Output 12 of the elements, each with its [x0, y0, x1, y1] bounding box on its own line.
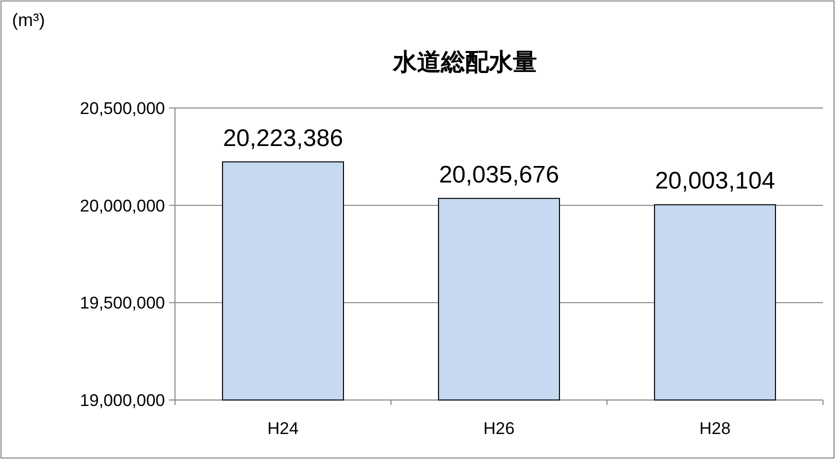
- data-label: 20,003,104: [654, 168, 776, 195]
- y-tick-label: 19,500,000: [80, 294, 165, 313]
- y-tick-label: 19,000,000: [80, 391, 165, 410]
- x-tick-label: H24: [267, 419, 299, 438]
- x-tick-label: H28: [699, 419, 731, 438]
- y-tick-label: 20,000,000: [80, 196, 165, 216]
- data-label: 20,035,676: [438, 161, 560, 188]
- y-axis-title: (m³): [12, 10, 45, 30]
- data-label: 20,223,386: [222, 124, 344, 152]
- chart-title: 水道総配水量: [392, 49, 537, 76]
- y-tick-label: 20,500,000: [80, 99, 165, 118]
- x-tick-label: H26: [483, 419, 515, 438]
